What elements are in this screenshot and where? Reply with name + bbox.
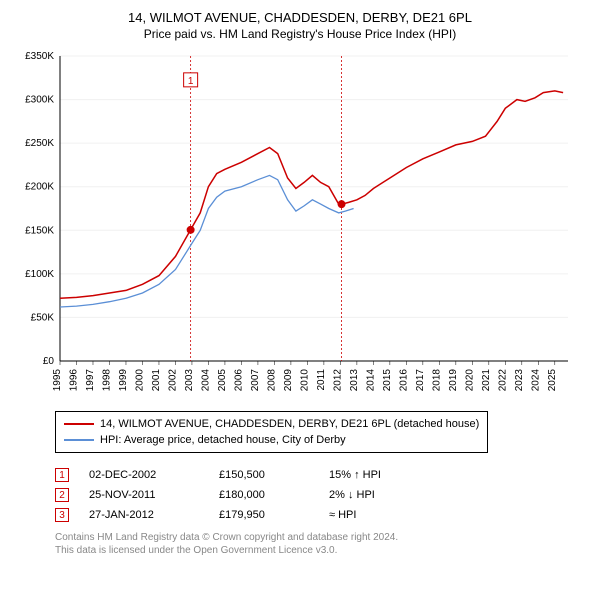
svg-text:2021: 2021 xyxy=(481,369,492,392)
transaction-price: £150,500 xyxy=(219,469,329,481)
svg-text:2018: 2018 xyxy=(431,369,442,392)
svg-text:2000: 2000 xyxy=(134,369,145,392)
chart-title: 14, WILMOT AVENUE, CHADDESDEN, DERBY, DE… xyxy=(10,10,590,25)
legend-swatch-icon xyxy=(64,439,94,441)
svg-text:2011: 2011 xyxy=(316,369,327,391)
svg-text:1997: 1997 xyxy=(85,369,96,392)
chart-container: 14, WILMOT AVENUE, CHADDESDEN, DERBY, DE… xyxy=(0,0,600,565)
transaction-price: £179,950 xyxy=(219,509,329,521)
svg-text:£250K: £250K xyxy=(25,138,54,149)
svg-text:2012: 2012 xyxy=(332,369,343,392)
svg-text:2004: 2004 xyxy=(200,369,211,392)
legend-item-hpi: HPI: Average price, detached house, City… xyxy=(64,432,479,448)
transaction-date: 25-NOV-2011 xyxy=(89,489,219,501)
transaction-price: £180,000 xyxy=(219,489,329,501)
svg-text:2015: 2015 xyxy=(382,369,393,392)
table-row: 1 02-DEC-2002 £150,500 15% ↑ HPI xyxy=(55,465,590,485)
svg-text:2001: 2001 xyxy=(151,369,162,392)
transaction-badge: 2 xyxy=(55,488,69,502)
transaction-delta: ≈ HPI xyxy=(329,509,449,521)
svg-text:£100K: £100K xyxy=(25,269,54,280)
svg-text:£150K: £150K xyxy=(25,225,54,236)
svg-text:2024: 2024 xyxy=(530,369,541,392)
svg-text:2019: 2019 xyxy=(448,369,459,392)
svg-text:£350K: £350K xyxy=(25,51,54,62)
transaction-delta: 15% ↑ HPI xyxy=(329,469,449,481)
footnote-line: Contains HM Land Registry data © Crown c… xyxy=(55,531,590,544)
svg-text:2002: 2002 xyxy=(167,369,178,392)
footnote: Contains HM Land Registry data © Crown c… xyxy=(55,531,590,557)
svg-text:£0: £0 xyxy=(43,356,55,367)
svg-text:2006: 2006 xyxy=(233,369,244,392)
footnote-line: This data is licensed under the Open Gov… xyxy=(55,544,590,557)
svg-text:2022: 2022 xyxy=(497,369,508,392)
svg-text:2016: 2016 xyxy=(398,369,409,392)
svg-text:2013: 2013 xyxy=(349,369,360,392)
transaction-table: 1 02-DEC-2002 £150,500 15% ↑ HPI 2 25-NO… xyxy=(55,465,590,525)
table-row: 3 27-JAN-2012 £179,950 ≈ HPI xyxy=(55,505,590,525)
svg-text:1: 1 xyxy=(188,76,194,87)
transaction-date: 27-JAN-2012 xyxy=(89,509,219,521)
svg-text:2025: 2025 xyxy=(547,369,558,392)
legend-label: 14, WILMOT AVENUE, CHADDESDEN, DERBY, DE… xyxy=(100,418,479,430)
svg-text:1995: 1995 xyxy=(52,369,63,392)
legend: 14, WILMOT AVENUE, CHADDESDEN, DERBY, DE… xyxy=(55,411,488,453)
line-chart-svg: £0 £50K £100K £150K £200K £250K £300K £350K 1995… xyxy=(10,51,570,401)
transaction-badge: 3 xyxy=(55,508,69,522)
svg-text:1996: 1996 xyxy=(68,369,79,392)
svg-text:2023: 2023 xyxy=(514,369,525,392)
svg-text:2014: 2014 xyxy=(365,369,376,392)
svg-text:2003: 2003 xyxy=(184,369,195,392)
svg-text:1999: 1999 xyxy=(118,369,129,392)
svg-text:2017: 2017 xyxy=(415,369,426,392)
legend-label: HPI: Average price, detached house, City… xyxy=(100,434,346,446)
svg-text:2009: 2009 xyxy=(283,369,294,392)
svg-text:2005: 2005 xyxy=(217,369,228,392)
transaction-badge: 1 xyxy=(55,468,69,482)
chart-area: £0 £50K £100K £150K £200K £250K £300K £350K 1995… xyxy=(10,51,590,401)
svg-text:2020: 2020 xyxy=(464,369,475,392)
svg-text:£50K: £50K xyxy=(31,312,55,323)
svg-text:2010: 2010 xyxy=(299,369,310,392)
svg-text:1998: 1998 xyxy=(101,369,112,392)
transaction-delta: 2% ↓ HPI xyxy=(329,489,449,501)
svg-text:£200K: £200K xyxy=(25,182,54,193)
svg-text:2007: 2007 xyxy=(250,369,261,392)
legend-swatch-icon xyxy=(64,423,94,425)
svg-text:£300K: £300K xyxy=(25,95,54,106)
legend-item-property: 14, WILMOT AVENUE, CHADDESDEN, DERBY, DE… xyxy=(64,416,479,432)
svg-text:2008: 2008 xyxy=(266,369,277,392)
table-row: 2 25-NOV-2011 £180,000 2% ↓ HPI xyxy=(55,485,590,505)
transaction-date: 02-DEC-2002 xyxy=(89,469,219,481)
chart-subtitle: Price paid vs. HM Land Registry's House … xyxy=(10,27,590,41)
